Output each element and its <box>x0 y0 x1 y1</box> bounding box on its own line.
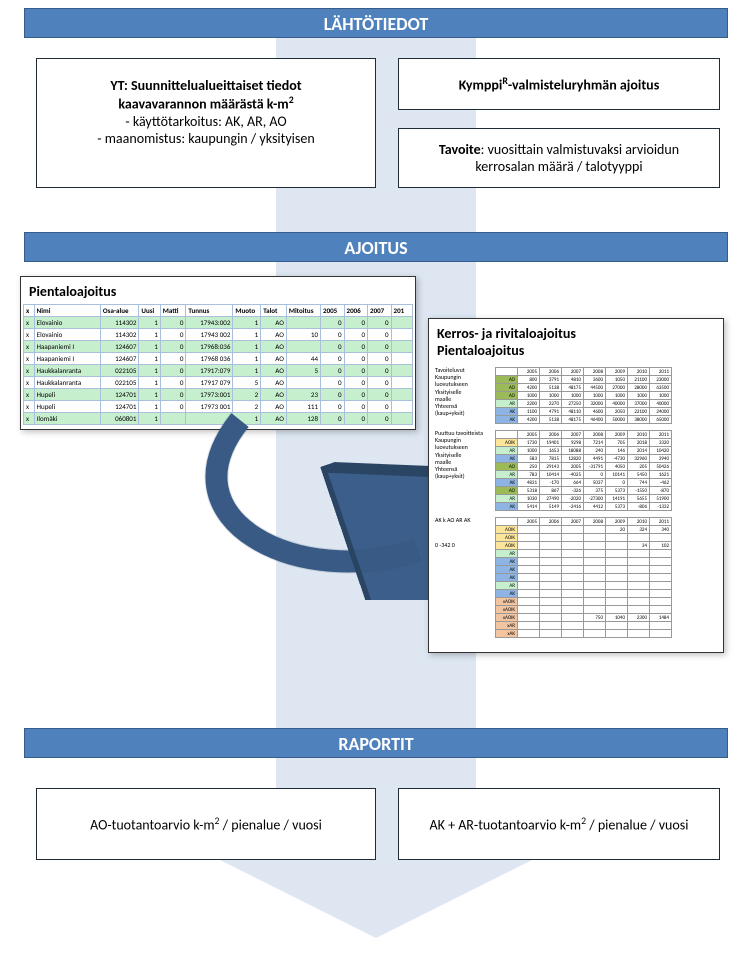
col-header: 2007 <box>368 305 392 317</box>
table-row: xHaapaniemi I1246071017968:0361AO000 <box>24 341 413 353</box>
header-raportit: RAPORTIT <box>24 728 728 758</box>
header-lahtotiedot-text: LÄHTÖTIEDOT <box>324 13 429 35</box>
col-header: 201 <box>391 305 412 317</box>
header-lahtotiedot: LÄHTÖTIEDOT <box>24 8 728 38</box>
col-header: 2006 <box>344 305 368 317</box>
yt-line3: - käyttötarkoitus: AK, AR, AO <box>49 113 363 130</box>
header-raportit-text: RAPORTIT <box>338 733 413 755</box>
raportit-ak-text: AK + AR-tuotantoarvio k-m2 / pienalue / … <box>430 815 689 834</box>
col-header: Mitoitus <box>286 305 320 317</box>
yt-box: YT: Suunnittelualueittaiset tiedot kaava… <box>36 58 376 188</box>
kymppi-text: KymppiR-valmisteluryhmän ajoitus <box>459 75 660 94</box>
raportit-ak-pre: AK + AR-tuotantoarvio k-m <box>430 816 582 833</box>
tavoite-text: Tavoite: vuosittain valmistuvaksi arvioi… <box>411 141 707 175</box>
raportit-ao-box: AO-tuotantoarvio k-m2 / pienalue / vuosi <box>36 788 376 860</box>
yt-line2-sup: 2 <box>289 94 294 106</box>
col-header: x <box>24 305 35 317</box>
kymppi-pre: Kymppi <box>459 76 503 93</box>
yt-line4: - maanomistus: kaupungin / yksityisen <box>49 130 363 147</box>
kerros-title2: Pientaloajoitus <box>429 342 723 363</box>
pientaloajoitus-table: xNimiOsa-alueUusiMattiTunnusMuotoTalotMi… <box>23 304 413 425</box>
header-ajoitus: AJOITUS <box>24 232 728 262</box>
table-row: xHaapaniemi I1246071017968 0361AO44000 <box>24 353 413 365</box>
pientaloajoitus-shot: Pientaloajoitus xNimiOsa-alueUusiMattiTu… <box>20 276 416 430</box>
kerros-inner: TavoiteluvutKaupunginluovutukseenYksityi… <box>429 363 723 652</box>
table-row: xHaukkalanranta0221051017917:0791AO5000 <box>24 365 413 377</box>
col-header: 2005 <box>321 305 345 317</box>
kerros-shot: Kerros- ja rivitaloajoitus Pientaloajoit… <box>428 318 724 653</box>
tavoite-rest: : vuosittain valmistuvaksi arvioidun ker… <box>475 141 679 175</box>
col-header: Muoto <box>233 305 261 317</box>
raportit-ao-text: AO-tuotantoarvio k-m2 / pienalue / vuosi <box>90 815 322 834</box>
yt-line2-pre: kaavavarannon määrästä k-m <box>118 96 288 113</box>
col-header: Talot <box>261 305 287 317</box>
raportit-ao-pre: AO-tuotantoarvio k-m <box>90 816 214 833</box>
col-header: Tunnus <box>186 305 233 317</box>
table-row: xElovainio1143021017943 0021AO10000 <box>24 329 413 341</box>
col-header: Uusi <box>139 305 160 317</box>
curved-arrow-icon <box>180 410 440 600</box>
page-root: LÄHTÖTIEDOT YT: Suunnittelualueittaiset … <box>0 0 752 964</box>
yt-line1: YT: Suunnittelualueittaiset tiedot <box>49 77 363 94</box>
table-row: xHaukkalanranta0221051017917 0795AO000 <box>24 377 413 389</box>
header-ajoitus-text: AJOITUS <box>344 237 407 259</box>
table-row: xHupeli1247011017973:0012AO23000 <box>24 389 413 401</box>
col-header: Matti <box>160 305 186 317</box>
kerros-title1: Kerros- ja rivitaloajoitus <box>429 319 723 342</box>
raportit-ak-post: / pienalue / vuosi <box>586 816 688 833</box>
kymppi-box: KymppiR-valmisteluryhmän ajoitus <box>398 58 720 110</box>
tavoite-bold: Tavoite <box>439 141 481 158</box>
tavoite-box: Tavoite: vuosittain valmistuvaksi arvioi… <box>398 128 720 188</box>
col-header: Nimi <box>34 305 100 317</box>
raportit-ak-box: AK + AR-tuotantoarvio k-m2 / pienalue / … <box>398 788 720 860</box>
yt-line2: kaavavarannon määrästä k-m2 <box>49 94 363 113</box>
raportit-ao-post: / pienalue / vuosi <box>220 816 322 833</box>
pientaloajoitus-title: Pientaloajoitus <box>21 277 415 304</box>
col-header: Osa-alue <box>100 305 138 317</box>
kymppi-post: -valmisteluryhmän ajoitus <box>508 76 659 93</box>
table-row: xElovainio1143021017943:0021AO000 <box>24 317 413 329</box>
